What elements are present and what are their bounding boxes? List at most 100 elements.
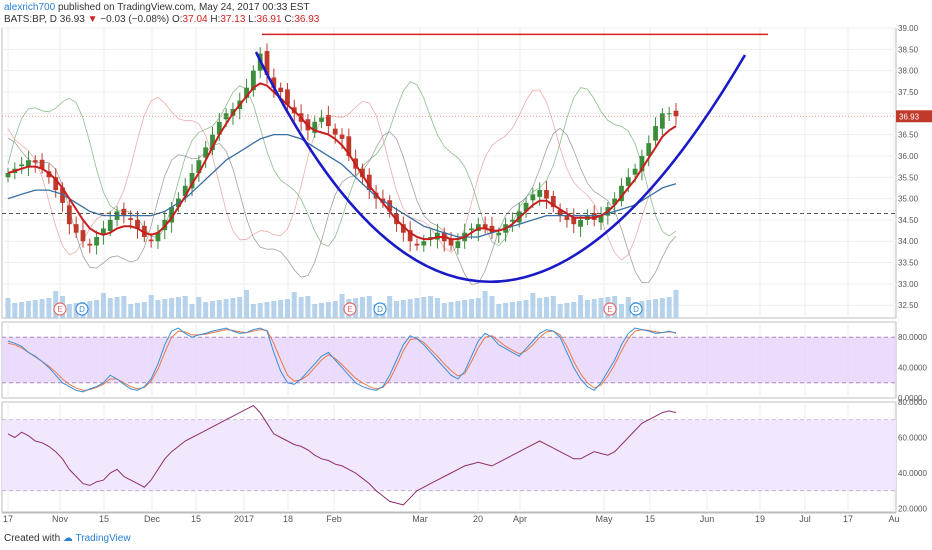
volume-bar [441,303,447,318]
dividend-marker-icon [629,302,643,316]
high-value: 37.13 [220,14,246,25]
candle-body [360,168,365,178]
volume-bar [216,300,222,318]
volume-bar [319,303,325,318]
y-tick-label: 33.50 [898,259,919,268]
candle-body [32,160,38,163]
candle-body [666,113,672,115]
candle-body [407,230,413,242]
volume-bars [5,290,679,318]
candle-body [659,113,665,129]
volume-bar [489,296,495,318]
author-link[interactable]: alexrich700 [4,2,56,13]
volume-bar [135,303,141,318]
gray-band-line [7,127,677,285]
tradingview-link[interactable]: TradingView [75,533,131,544]
volume-bar [421,297,427,318]
x-tick-label: Dec [144,514,161,524]
candle-body [448,238,454,246]
volume-bar [312,304,318,318]
x-tick-label: Apr [513,514,527,524]
candle-body [223,113,229,120]
ma-blue-line [7,133,677,238]
x-tick-label: 19 [755,514,765,524]
rsi-y-tick: 80.0000 [898,398,927,407]
volume-bar [66,304,72,318]
volume-bar [653,299,659,318]
pink-band-line [7,89,677,261]
marker-label: D [633,305,639,314]
volume-bar [162,299,168,318]
volume-bar [203,302,209,318]
candle-body [523,202,529,212]
volume-bar [39,299,45,318]
volume-bar [550,296,556,318]
candle-body [339,134,345,139]
volume-bar [394,301,400,318]
y-tick-label: 36.00 [898,152,919,161]
volume-bar [32,300,38,318]
candle-body [135,219,140,229]
candle-body [19,164,25,167]
candle-body [101,228,106,235]
y-tick-label: 37.50 [898,88,919,97]
volume-bar [584,300,590,318]
volume-bar [659,298,665,318]
volume-bar [107,298,113,318]
candle-body [169,207,174,223]
candle-body [196,160,202,173]
volume-bar [223,299,229,318]
volume-bar [284,299,290,318]
candle-body [673,110,679,117]
candle-body [653,126,658,141]
volume-bar [359,297,365,318]
stoch-y-tick: 40.0000 [898,364,927,373]
volume-bar [578,295,584,318]
volume-bar [128,304,134,318]
candle-body [414,243,420,246]
last-price-label: 36.93 [899,112,920,121]
dividend-marker-icon [75,302,89,316]
volume-bar [332,301,338,318]
x-tick-label: 17 [3,514,13,524]
y-tick-label: 32.50 [898,301,919,310]
volume-bar [100,293,106,318]
volume-bar [448,302,454,318]
candle-body [5,173,11,178]
dividend-marker-icon [373,302,387,316]
x-tick-label: 15 [191,514,201,524]
volume-bar [169,298,175,318]
stoch-y-tick: 80.0000 [898,333,927,342]
x-tick-label: 15 [99,514,109,524]
candle-body [489,225,495,233]
candle-body [537,190,543,197]
earnings-marker-icon [343,302,357,316]
earnings-marker-icon [603,302,617,316]
green-band-line [7,81,677,247]
x-tick-label: 2017 [234,514,254,524]
volume-bar [618,304,624,318]
volume-bar [666,297,672,318]
candle-body [332,128,338,135]
open-value: 37.04 [182,14,208,25]
rsi-band [2,419,896,491]
candle-body [60,187,65,203]
volume-bar [509,302,515,318]
y-tick-label: 38.50 [898,45,919,54]
marker-label: E [607,305,612,314]
candle-body [203,147,209,158]
volume-bar [5,298,11,318]
candle-body [646,143,652,156]
marker-label: D [79,305,85,314]
candle-body [107,219,113,231]
publish-info: alexrich700 published on TradingView.com… [4,2,310,13]
candle-body [639,155,645,172]
candle-body [632,168,638,175]
x-tick-label: 20 [473,514,483,524]
candle-body [66,205,72,225]
volume-bar [155,300,161,318]
volume-bar [257,303,263,318]
x-tick-label: Jun [700,514,715,524]
volume-bar [291,292,297,318]
